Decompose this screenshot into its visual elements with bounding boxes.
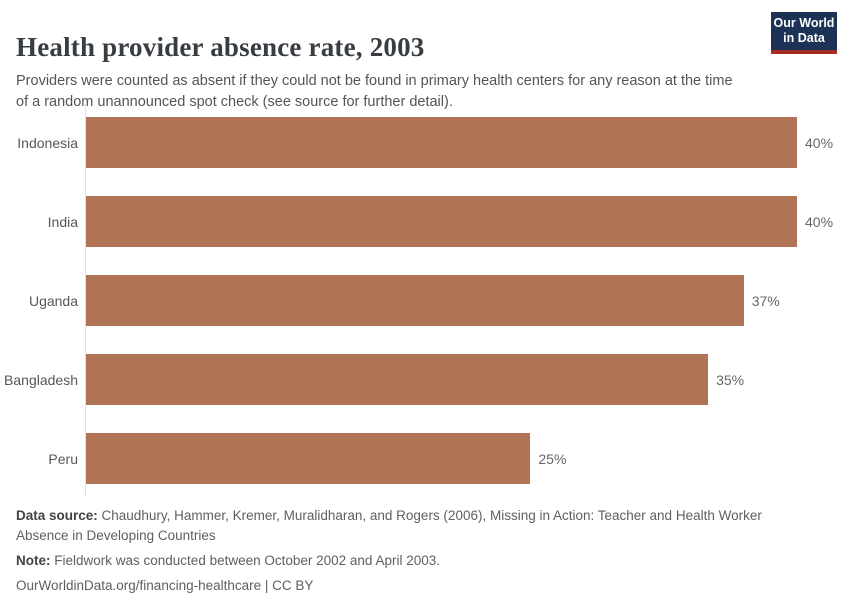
category-label: Peru	[48, 450, 78, 467]
bar-row-uganda: Uganda 37%	[0, 261, 850, 340]
note-line: Note: Fieldwork was conducted between Oc…	[16, 551, 794, 571]
bar-uganda[interactable]	[86, 275, 744, 326]
note-label: Note:	[16, 553, 51, 568]
owid-logo[interactable]: Our World in Data	[771, 12, 837, 54]
category-label: Bangladesh	[4, 371, 78, 388]
bar-peru[interactable]	[86, 433, 531, 484]
chart-subtitle: Providers were counted as absent if they…	[16, 72, 733, 110]
value-label: 40%	[805, 213, 834, 230]
value-label: 35%	[716, 371, 745, 388]
bar-row-indonesia: Indonesia 40%	[0, 103, 850, 182]
bar-indonesia[interactable]	[86, 117, 797, 168]
data-source-line: Data source: Chaudhury, Hammer, Kremer, …	[16, 506, 794, 546]
category-label: India	[47, 213, 78, 230]
value-label: 40%	[805, 134, 834, 151]
category-label: Uganda	[28, 292, 78, 309]
data-source-label: Data source:	[16, 508, 98, 523]
note-text: Fieldwork was conducted between October …	[50, 553, 440, 568]
value-label: 25%	[538, 450, 567, 467]
citation-line: OurWorldinData.org/financing-healthcare …	[16, 578, 314, 593]
bar-bangladesh[interactable]	[86, 354, 709, 405]
bar-row-india: India 40%	[0, 182, 850, 261]
chart-footer: Data source: Chaudhury, Hammer, Kremer, …	[16, 506, 794, 596]
data-source-text: Chaudhury, Hammer, Kremer, Muralidharan,…	[16, 508, 762, 543]
bar-india[interactable]	[86, 196, 797, 247]
bar-row-bangladesh: Bangladesh 35%	[0, 340, 850, 419]
bar-chart: Indonesia 40% India 40% Uganda 37% Bangl…	[0, 103, 850, 498]
category-label: Indonesia	[17, 134, 78, 151]
page-title: Health provider absence rate, 2003	[16, 32, 425, 63]
value-label: 37%	[751, 292, 780, 309]
owid-logo-line1: Our World	[773, 16, 835, 30]
bar-row-peru: Peru 25%	[0, 419, 850, 498]
owid-logo-line2: in Data	[783, 31, 825, 45]
y-axis-line	[85, 104, 86, 496]
